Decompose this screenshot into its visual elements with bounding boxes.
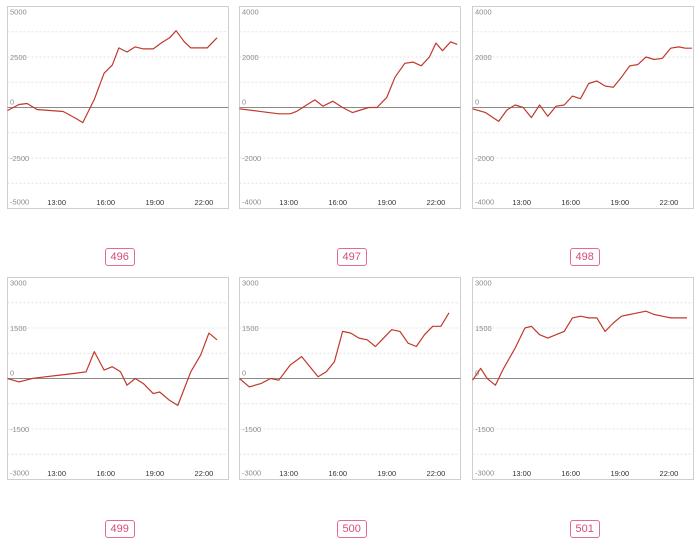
x-tick-label: 13:00 [512,469,531,478]
chart-panel-498: 4000 2000 0 -2000 -4000 13:00 16:00 19:00 22:00 [472,6,694,228]
y-tick-label: 2000 [475,53,492,62]
line-chart-498: 4000 2000 0 -2000 -4000 13:00 16:00 19:00 22:00 [472,6,694,209]
y-tick-label: -1500 [475,425,494,434]
x-tick-label: 22:00 [427,198,446,207]
y-tick-label: -5000 [10,198,29,207]
x-tick-label: 13:00 [279,469,298,478]
series-line [7,332,218,406]
chart-panel-499: 3000 1500 0 -1500 -3000 13:00 16:00 19:00 22:00 [7,277,229,499]
y-tick-label: -3000 [10,469,29,478]
line-chart-497: 4000 2000 0 -2000 -4000 13:00 16:00 19:00 22:00 [239,6,461,209]
x-tick-label: 19:00 [377,469,396,478]
x-tick-label: 19:00 [610,198,629,207]
x-tick-label: 22:00 [195,198,214,207]
y-tick-label: 5000 [10,8,27,17]
y-tick-label: 4000 [475,8,492,17]
series-line [472,46,692,122]
y-tick-label: 2000 [242,53,259,62]
x-tick-label: 16:00 [328,469,347,478]
x-tick-label: 22:00 [195,469,214,478]
line-chart-496: 5000 2500 0 -2500 -5000 13:00 16:00 19:00 22:00 [7,6,229,209]
x-tick-label: 16:00 [561,198,580,207]
y-tick-label: -4000 [475,198,494,207]
y-tick-label: 0 [475,98,479,107]
series-line [239,41,458,115]
y-tick-label: 4000 [242,8,259,17]
y-tick-label: -1500 [242,425,261,434]
line-chart-500: 3000 1500 0 -1500 -3000 13:00 16:00 19:00 22:00 [239,277,461,480]
line-chart-499: 3000 1500 0 -1500 -3000 13:00 16:00 19:00 22:00 [7,277,229,480]
y-tick-label: -4000 [242,198,261,207]
y-tick-label: 0 [242,98,246,107]
chart-id-badge: 496 [104,248,135,266]
chart-id-badge: 498 [569,248,600,266]
y-tick-label: -1500 [10,425,29,434]
y-tick-label: 1500 [10,324,27,333]
x-tick-label: 16:00 [96,198,115,207]
y-tick-label: -2000 [242,154,261,163]
y-tick-label: 3000 [10,279,27,288]
x-tick-label: 19:00 [610,469,629,478]
y-tick-label: 3000 [475,279,492,288]
x-tick-label: 16:00 [96,469,115,478]
x-tick-label: 13:00 [47,198,66,207]
x-tick-label: 16:00 [328,198,347,207]
y-tick-label: -3000 [242,469,261,478]
series-line [239,312,450,388]
chart-id-badge: 501 [569,520,600,538]
chart-panel-497: 4000 2000 0 -2000 -4000 13:00 16:00 19:00 22:00 [239,6,461,228]
y-tick-label: 0 [242,369,246,378]
x-tick-label: 19:00 [145,198,164,207]
x-tick-label: 13:00 [279,198,298,207]
y-tick-label: 3000 [242,279,259,288]
x-tick-label: 13:00 [47,469,66,478]
x-tick-label: 19:00 [145,469,164,478]
chart-id-badge: 500 [336,520,367,538]
chart-id-badge: 499 [104,520,135,538]
series-line [472,310,687,386]
x-tick-label: 19:00 [377,198,396,207]
y-tick-label: 0 [10,98,14,107]
series-line [7,30,218,124]
y-tick-label: 1500 [475,324,492,333]
chart-panel-496: 5000 2500 0 -2500 -5000 13:00 16:00 19:00 22:00 [7,6,229,228]
chart-panel-500: 3000 1500 0 -1500 -3000 13:00 16:00 19:00 22:00 [239,277,461,499]
x-tick-label: 13:00 [512,198,531,207]
x-tick-label: 22:00 [427,469,446,478]
y-tick-label: -3000 [475,469,494,478]
y-tick-label: 1500 [242,324,259,333]
y-tick-label: 0 [10,369,14,378]
y-tick-label: -2000 [475,154,494,163]
x-tick-label: 16:00 [561,469,580,478]
y-tick-label: 2500 [10,53,27,62]
chart-id-badge: 497 [336,248,367,266]
x-tick-label: 22:00 [660,469,679,478]
x-tick-label: 22:00 [660,198,679,207]
chart-panel-501: 3000 1500 0 -1500 -3000 13:00 16:00 19:00 22:00 [472,277,694,499]
y-tick-label: -2500 [10,154,29,163]
